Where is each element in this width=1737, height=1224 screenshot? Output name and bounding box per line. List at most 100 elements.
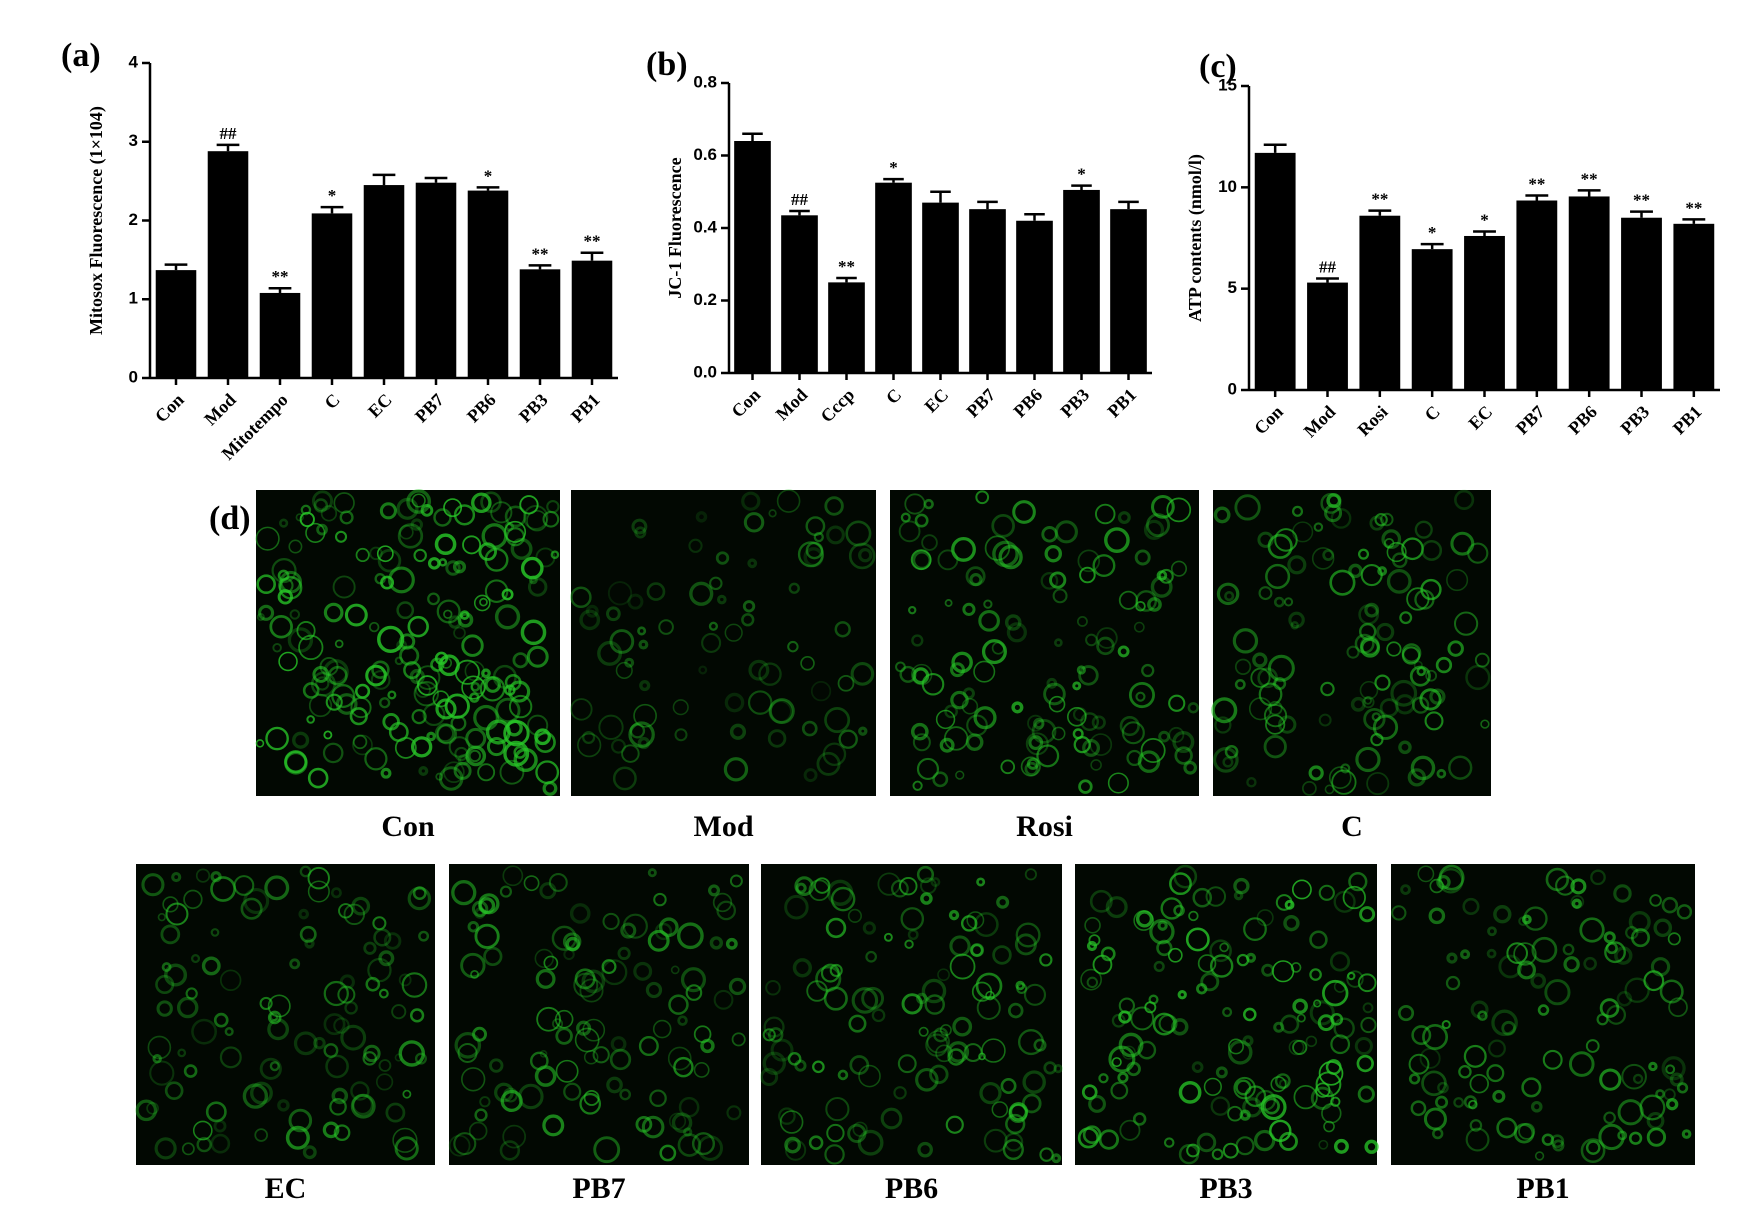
cell [1330,1096,1341,1107]
cell [267,994,291,1018]
cell [1121,1045,1136,1060]
bar [969,209,1006,373]
cell [306,715,315,724]
cell [1391,905,1407,921]
cell [1360,1016,1377,1034]
cell [1052,588,1068,604]
cell [518,1083,544,1110]
cell [816,751,841,776]
cell [501,588,514,601]
cell [729,874,743,888]
cell [372,916,387,931]
cell [154,1137,177,1160]
cell [365,664,387,687]
bar [571,260,613,378]
cell [680,967,707,993]
cell [407,615,429,638]
cell [1359,680,1379,700]
cell [1233,890,1244,901]
cell [379,697,391,709]
cell [1111,1013,1126,1028]
cell [224,1027,234,1037]
cell [500,1089,523,1113]
cell [536,1006,561,1032]
cell [1234,678,1246,690]
cell [726,1105,742,1121]
cell [815,965,842,992]
cell [1428,907,1446,925]
cell [852,1121,868,1137]
error-bar [789,209,810,216]
cell [298,908,310,920]
cell [667,1046,692,1071]
cell [1643,970,1665,992]
cell [808,879,831,902]
cell [1614,946,1633,965]
cell [519,495,539,515]
cell [991,1101,1009,1118]
cell [467,920,480,933]
cell [1313,522,1324,532]
cell [947,1041,970,1063]
cell [502,865,524,887]
cell [1023,983,1047,1006]
error-bar [1630,210,1653,218]
cell [647,929,670,952]
cell [1222,756,1234,768]
cell [1429,688,1446,705]
cell [542,781,558,796]
cell [1078,779,1093,794]
significance-mark: ** [584,232,601,251]
cell [890,879,909,898]
cell [1354,633,1375,654]
cell [1467,542,1489,564]
y-tick-label: 15 [1218,75,1237,94]
cell [331,684,356,709]
cell [1250,667,1271,688]
y-tick-label: 0.8 [693,72,717,91]
bar [1568,196,1610,390]
cell [1156,570,1168,581]
cell [583,1049,599,1065]
cell [1374,674,1391,691]
cell [201,956,221,976]
error-bar [1118,200,1139,210]
cell [808,1135,824,1150]
cell [210,876,236,902]
cell [1078,665,1099,686]
cell [365,976,381,992]
cell [457,611,474,628]
cell [1028,735,1044,751]
cell [1147,597,1162,612]
cell [430,657,445,672]
cell [593,1136,621,1164]
cell [339,510,354,525]
cell [1243,917,1267,942]
cell [1167,947,1183,963]
error-bar [164,263,188,271]
cell [668,1112,687,1130]
cell [1233,877,1250,895]
cell [788,582,800,594]
cell [267,1018,290,1041]
cell [1410,755,1436,781]
cell [426,731,436,742]
cell [490,501,513,524]
cell [535,547,556,568]
cell [1004,614,1022,631]
cell [258,604,275,621]
significance-mark: ## [220,124,238,143]
cell [592,1046,610,1064]
cell [373,928,392,947]
cell [378,988,389,999]
cell [483,946,503,967]
cell [851,987,879,1014]
cell [1661,896,1679,914]
cell [1152,1012,1176,1036]
cell [880,1107,903,1130]
cell [1665,1098,1679,1111]
cell [1257,667,1278,689]
cell [1196,1132,1217,1153]
x-tick-label: C [320,390,343,413]
cell [1224,744,1239,759]
